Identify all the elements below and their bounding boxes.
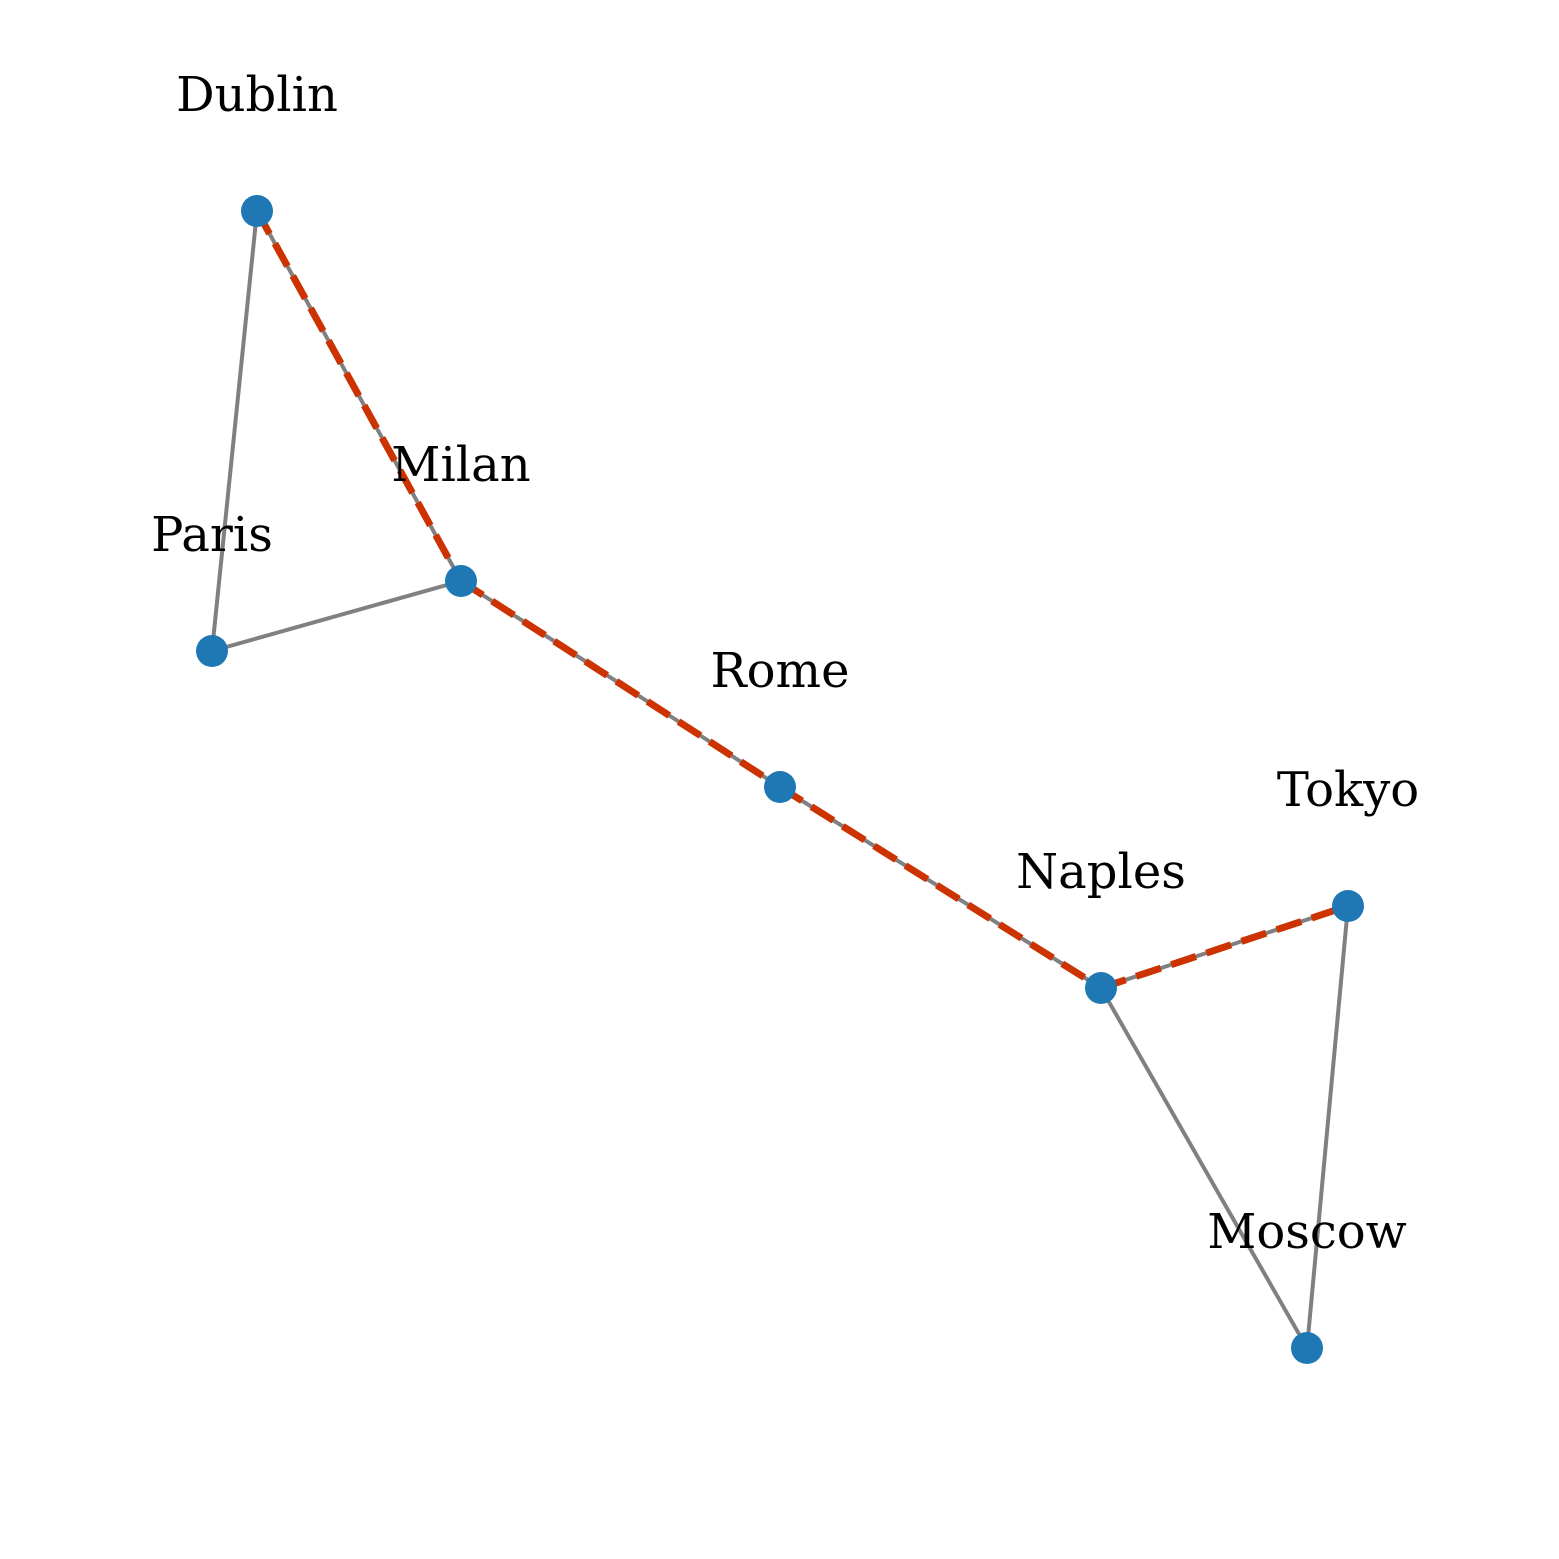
- node-label-rome: Rome: [711, 643, 850, 699]
- path-edge-rome-naples: [778, 784, 1103, 991]
- node-label-tokyo: Tokyo: [1277, 762, 1419, 818]
- labels-layer: Dublin Milan Paris Rome Naples Tokyo Moscow: [151, 67, 1419, 1260]
- node-label-moscow: Moscow: [1207, 1204, 1407, 1260]
- node-label-dublin: Dublin: [176, 67, 338, 123]
- node-label-paris: Paris: [151, 507, 273, 563]
- path-edge-milan-rome: [459, 578, 782, 790]
- node-label-naples: Naples: [1016, 844, 1186, 900]
- highlighted-path-layer: [253, 209, 1350, 992]
- edge-dublin-paris: [210, 210, 259, 652]
- nodes-layer: [196, 195, 1364, 1364]
- node-dublin: [241, 195, 273, 227]
- node-rome: [764, 771, 796, 803]
- node-tokyo: [1332, 890, 1364, 922]
- edge-dublin-milan: [255, 210, 463, 582]
- edge-paris-milan: [211, 579, 462, 653]
- path-edge-dublin-milan: [253, 209, 465, 583]
- node-naples: [1085, 972, 1117, 1004]
- node-label-milan: Milan: [391, 437, 530, 493]
- path-edge-naples-tokyo: [1099, 902, 1350, 992]
- node-paris: [196, 635, 228, 667]
- edge-naples-moscow: [1099, 987, 1309, 1349]
- node-milan: [445, 565, 477, 597]
- edge-tokyo-moscow: [1305, 905, 1350, 1349]
- node-moscow: [1291, 1332, 1323, 1364]
